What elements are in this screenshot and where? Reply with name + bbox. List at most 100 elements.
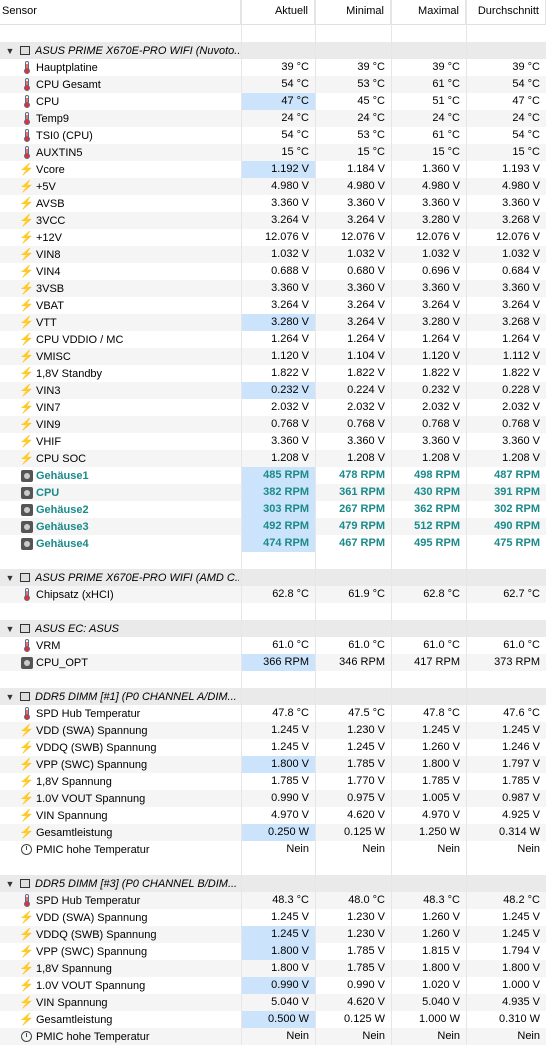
sensor-name-cell: SPD Hub Temperatur <box>0 707 241 720</box>
sensor-row[interactable]: ⚡ CPU SOC 1.208 V 1.208 V 1.208 V 1.208 V <box>0 450 546 467</box>
sensor-row[interactable]: ⚡ 3VCC 3.264 V 3.264 V 3.280 V 3.268 V <box>0 212 546 229</box>
value-min: 61.9 °C <box>348 588 385 600</box>
sensor-row[interactable]: ⚡ +5V 4.980 V 4.980 V 4.980 V 4.980 V <box>0 178 546 195</box>
sensor-row[interactable]: ⚡ 1,8V Spannung 1.800 V 1.785 V 1.800 V 1.800… <box>0 960 546 977</box>
sensor-row[interactable]: ⚡ VIN Spannung 5.040 V 4.620 V 5.040 V 4.935 … <box>0 994 546 1011</box>
value-current: 1.208 V <box>271 452 309 464</box>
sensor-row[interactable]: CPU 47 °C 45 °C 51 °C 47 °C <box>0 93 546 110</box>
value-max: 39 °C <box>432 61 460 73</box>
sensor-row[interactable]: ⚡ Vcore 1.192 V 1.184 V 1.360 V 1.193 V <box>0 161 546 178</box>
sensor-row[interactable]: ⚡ VIN7 2.032 V 2.032 V 2.032 V 2.032 V <box>0 399 546 416</box>
sensor-name: Gehäuse2 <box>36 503 89 516</box>
sensor-row[interactable]: ⚡ AVSB 3.360 V 3.360 V 3.360 V 3.360 V <box>0 195 546 212</box>
sensor-row[interactable]: ⚡ Gesamtleistung 0.500 W 0.125 W 1.000 W 0.31… <box>0 1011 546 1028</box>
sensor-row[interactable]: ⚡ VIN3 0.232 V 0.224 V 0.232 V 0.228 V <box>0 382 546 399</box>
sensor-group-header[interactable]: ▼ ASUS PRIME X670E-PRO WIFI (Nuvoto... <box>0 42 546 59</box>
sensor-row[interactable]: VRM 61.0 °C 61.0 °C 61.0 °C 61.0 °C <box>0 637 546 654</box>
chevron-down-icon[interactable]: ▼ <box>5 45 15 56</box>
sensor-row[interactable]: ⚡ CPU VDDIO / MC 1.264 V 1.264 V 1.264 V 1.26… <box>0 331 546 348</box>
column-header-sensor[interactable]: Sensor <box>0 0 241 24</box>
sensor-row[interactable]: CPU 382 RPM 361 RPM 430 RPM 391 RPM <box>0 484 546 501</box>
sensor-row[interactable]: Gehäuse1 485 RPM 478 RPM 498 RPM 487 RPM <box>0 467 546 484</box>
sensor-row[interactable]: ⚡ VDD (SWA) Spannung 1.245 V 1.230 V 1.245 V… <box>0 722 546 739</box>
sensor-row[interactable]: SPD Hub Temperatur 48.3 °C 48.0 °C 48.3 °C 4… <box>0 892 546 909</box>
sensor-name-cell: Hauptplatine <box>0 61 241 74</box>
sensor-row[interactable]: ⚡ 1,8V Standby 1.822 V 1.822 V 1.822 V 1.822 … <box>0 365 546 382</box>
value-avg: 1.208 V <box>502 452 540 464</box>
chevron-down-icon[interactable]: ▼ <box>5 691 15 702</box>
value-current: 24 °C <box>281 112 309 124</box>
sensor-row[interactable]: Hauptplatine 39 °C 39 °C 39 °C 39 °C <box>0 59 546 76</box>
sensor-row[interactable]: ⚡ VHIF 3.360 V 3.360 V 3.360 V 3.360 V <box>0 433 546 450</box>
lightning-icon: ⚡ <box>19 384 34 397</box>
sensor-row[interactable]: Gehäuse4 474 RPM 467 RPM 495 RPM 475 RPM <box>0 535 546 552</box>
column-header-min[interactable]: Minimal <box>315 0 391 24</box>
sensor-row[interactable]: ⚡ VPP (SWC) Spannung 1.800 V 1.785 V 1.800 V… <box>0 756 546 773</box>
column-header-avg[interactable]: Durchschnitt <box>466 0 546 24</box>
sensor-name: PMIC hohe Temperatur <box>36 843 150 856</box>
sensor-row[interactable]: ⚡ 1.0V VOUT Spannung 0.990 V 0.975 V 1.005 V… <box>0 790 546 807</box>
sensor-row[interactable]: ⚡ VIN4 0.688 V 0.680 V 0.696 V 0.684 V <box>0 263 546 280</box>
sensor-row[interactable]: ⚡ Gesamtleistung 0.250 W 0.125 W 1.250 W 0.31… <box>0 824 546 841</box>
sensor-group-header[interactable]: ▼ ASUS PRIME X670E-PRO WIFI (AMD C... <box>0 569 546 586</box>
sensor-row[interactable]: SPD Hub Temperatur 47.8 °C 47.5 °C 47.8 °C 4… <box>0 705 546 722</box>
lightning-icon: ⚡ <box>19 299 34 312</box>
sensor-row[interactable]: ⚡ VDDQ (SWB) Spannung 1.245 V 1.230 V 1.260 … <box>0 926 546 943</box>
chip-icon <box>20 46 30 55</box>
sensor-row[interactable]: ⚡ VDD (SWA) Spannung 1.245 V 1.230 V 1.260 V… <box>0 909 546 926</box>
sensor-group-header[interactable]: ▼ ASUS EC: ASUS <box>0 620 546 637</box>
column-divider[interactable] <box>315 0 316 1045</box>
sensor-row[interactable]: Chipsatz (xHCI) 62.8 °C 61.9 °C 62.8 °C 62.7… <box>0 586 546 603</box>
sensor-group-header[interactable]: ▼ DDR5 DIMM [#3] (P0 CHANNEL B/DIM... <box>0 875 546 892</box>
sensor-name: 1,8V Spannung <box>36 775 112 788</box>
sensor-name-cell: CPU Gesamt <box>0 78 241 91</box>
sensor-row[interactable]: ⚡ VDDQ (SWB) Spannung 1.245 V 1.245 V 1.260 … <box>0 739 546 756</box>
sensor-row[interactable]: ⚡ 1.0V VOUT Spannung 0.990 V 0.990 V 1.020 V… <box>0 977 546 994</box>
sensor-row[interactable]: Gehäuse3 492 RPM 479 RPM 512 RPM 490 RPM <box>0 518 546 535</box>
value-min: 47.5 °C <box>348 707 385 719</box>
value-current: 5.040 V <box>271 996 309 1008</box>
sensor-row[interactable]: ⚡ VIN8 1.032 V 1.032 V 1.032 V 1.032 V <box>0 246 546 263</box>
sensor-row[interactable]: ⚡ VBAT 3.264 V 3.264 V 3.264 V 3.264 V <box>0 297 546 314</box>
sensor-name-cell: ⚡ VDD (SWA) Spannung <box>0 724 241 737</box>
sensor-row[interactable]: PMIC hohe Temperatur Nein Nein Nein Nein <box>0 841 546 858</box>
sensor-row[interactable]: Gehäuse2 303 RPM 267 RPM 362 RPM 302 RPM <box>0 501 546 518</box>
sensor-row[interactable]: ⚡ VMISC 1.120 V 1.104 V 1.120 V 1.112 V <box>0 348 546 365</box>
sensor-group-header[interactable]: ▼ DDR5 DIMM [#1] (P0 CHANNEL A/DIM... <box>0 688 546 705</box>
column-divider[interactable] <box>466 0 467 1045</box>
sensor-row[interactable]: ⚡ 3VSB 3.360 V 3.360 V 3.360 V 3.360 V <box>0 280 546 297</box>
column-header-current[interactable]: Aktuell <box>241 0 315 24</box>
sensor-row[interactable]: ⚡ VIN Spannung 4.970 V 4.620 V 4.970 V 4.925 … <box>0 807 546 824</box>
clock-icon <box>20 1030 33 1043</box>
column-divider[interactable] <box>241 0 242 1045</box>
sensor-row[interactable]: PMIC hohe Temperatur Nein Nein Nein Nein <box>0 1028 546 1045</box>
sensor-row[interactable]: ⚡ +12V 12.076 V 12.076 V 12.076 V 12.076 V <box>0 229 546 246</box>
value-avg: 1.246 V <box>502 741 540 753</box>
value-min: 3.264 V <box>347 299 385 311</box>
column-divider[interactable] <box>391 0 392 1045</box>
sensor-name-cell: ⚡ 1.0V VOUT Spannung <box>0 979 241 992</box>
sensor-name-cell: CPU <box>0 95 241 108</box>
sensor-row[interactable]: CPU Gesamt 54 °C 53 °C 61 °C 54 °C <box>0 76 546 93</box>
sensor-row[interactable]: Temp9 24 °C 24 °C 24 °C 24 °C <box>0 110 546 127</box>
sensor-row[interactable]: ⚡ 1,8V Spannung 1.785 V 1.770 V 1.785 V 1.785… <box>0 773 546 790</box>
sensor-row[interactable]: TSI0 (CPU) 54 °C 53 °C 61 °C 54 °C <box>0 127 546 144</box>
chevron-down-icon[interactable]: ▼ <box>5 572 15 583</box>
value-min: 1.264 V <box>347 333 385 345</box>
sensor-row[interactable]: ⚡ VPP (SWC) Spannung 1.800 V 1.785 V 1.815 V… <box>0 943 546 960</box>
sensor-name: VIN Spannung <box>36 809 108 822</box>
value-max: 1.032 V <box>422 248 460 260</box>
value-current: 382 RPM <box>241 484 315 501</box>
sensor-row[interactable]: ⚡ VIN9 0.768 V 0.768 V 0.768 V 0.768 V <box>0 416 546 433</box>
sensor-row[interactable]: CPU_OPT 366 RPM 346 RPM 417 RPM 373 RPM <box>0 654 546 671</box>
value-min: 4.980 V <box>347 180 385 192</box>
chevron-down-icon[interactable]: ▼ <box>5 878 15 889</box>
sensor-name-cell: ⚡ VPP (SWC) Spannung <box>0 945 241 958</box>
sensor-name: Gehäuse4 <box>36 537 89 550</box>
value-current: 1.245 V <box>271 911 309 923</box>
chevron-down-icon[interactable]: ▼ <box>5 623 15 634</box>
column-header-max[interactable]: Maximal <box>391 0 466 24</box>
sensor-name-cell: ⚡ VIN8 <box>0 248 241 261</box>
sensor-row[interactable]: ⚡ VTT 3.280 V 3.264 V 3.280 V 3.268 V <box>0 314 546 331</box>
sensor-row[interactable]: AUXTIN5 15 °C 15 °C 15 °C 15 °C <box>0 144 546 161</box>
